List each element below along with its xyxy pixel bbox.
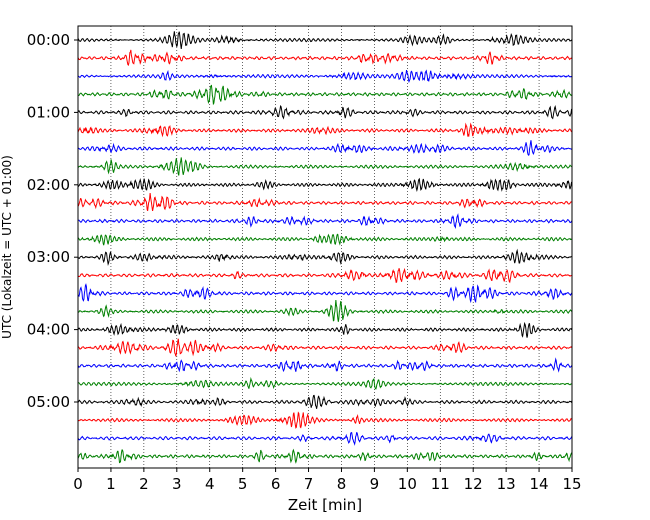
y-tick-label: 00:00 [27, 31, 70, 49]
x-tick-label: 13 [497, 475, 516, 493]
trace-0130 [77, 140, 573, 156]
y-tick-label: 05:00 [27, 393, 70, 411]
trace-0045 [77, 84, 573, 106]
trace-0500 [77, 394, 573, 409]
seismic-traces [77, 31, 573, 464]
trace-0330 [77, 283, 573, 304]
x-tick-label: 2 [139, 475, 149, 493]
trace-0100 [77, 104, 573, 120]
trace-0300 [77, 248, 573, 266]
x-tick-label: 12 [464, 475, 483, 493]
x-tick-label: 3 [172, 475, 182, 493]
y-tick-label: 01:00 [27, 103, 70, 121]
trace-0415 [77, 338, 573, 357]
x-tick-label: 8 [337, 475, 347, 493]
x-tick-label: 7 [304, 475, 314, 493]
trace-0230 [77, 213, 573, 230]
trace-0145 [77, 157, 573, 176]
trace-0530 [77, 432, 573, 446]
trace-0400 [77, 321, 573, 338]
x-tick-label: 10 [398, 475, 417, 493]
x-tick-label: 0 [73, 475, 83, 493]
trace-0345 [77, 299, 573, 322]
x-tick-label: 9 [370, 475, 380, 493]
x-axis-label: Zeit [min] [288, 496, 362, 514]
x-axis-ticks: 0 1 2 3 4 5 6 7 8 9 10 11 12 13 14 15 [73, 468, 582, 493]
x-tick-label: 1 [106, 475, 116, 493]
trace-0315 [77, 267, 573, 284]
trace-0215 [77, 193, 573, 212]
x-tick-label: 5 [238, 475, 248, 493]
trace-0200 [77, 177, 573, 192]
x-tick-label: 14 [530, 475, 549, 493]
trace-0015 [77, 49, 573, 66]
trace-0545 [77, 448, 573, 464]
trace-0000 [77, 31, 573, 49]
trace-0515 [77, 411, 573, 429]
plot-frame [77, 25, 573, 469]
x-tick-label: 11 [431, 475, 450, 493]
trace-0445 [77, 376, 573, 390]
y-axis-label: UTC (Lokalzeit = UTC + 01:00) [0, 155, 14, 339]
trace-0245 [77, 233, 573, 246]
trace-0030 [77, 69, 573, 84]
x-tick-label: 15 [562, 475, 581, 493]
y-axis-ticks: 00:00 01:00 02:00 03:00 04:00 05:00 [27, 31, 78, 411]
x-tick-label: 4 [205, 475, 215, 493]
y-tick-label: 03:00 [27, 248, 70, 266]
trace-0115 [77, 122, 573, 138]
y-tick-label: 04:00 [27, 321, 70, 339]
y-tick-label: 02:00 [27, 176, 70, 194]
trace-0430 [77, 357, 573, 373]
x-tick-label: 6 [271, 475, 281, 493]
